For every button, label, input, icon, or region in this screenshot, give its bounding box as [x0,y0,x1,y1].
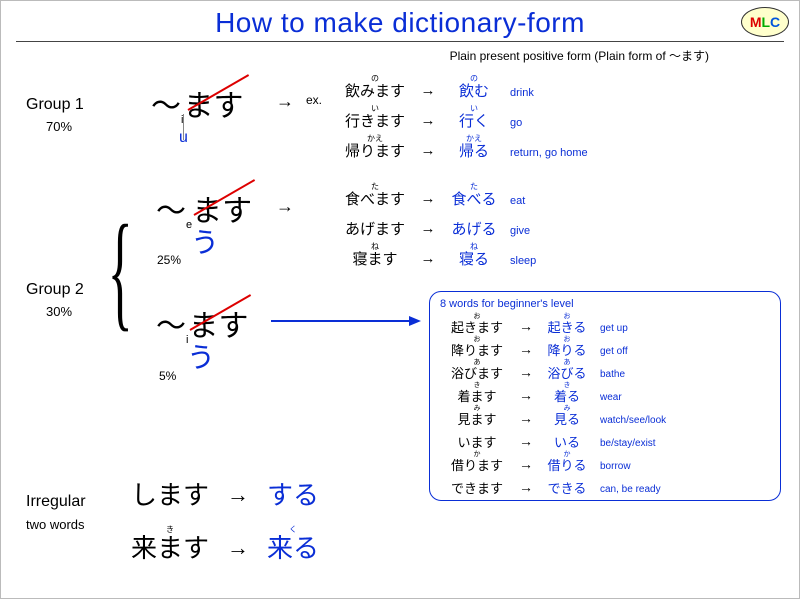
irregular-sublabel: two words [26,517,85,532]
arrow-icon: → [227,482,249,508]
subtitle: Plain present positive form (Plain form … [450,47,709,64]
arrow-icon: → [414,82,442,99]
example-row: き着ます→き着るwear [440,381,770,403]
example-row: あ浴びます→あ浴びるbathe [440,358,770,380]
ex-label: ex. [306,93,322,107]
box-title: 8 words for beginner's level [440,298,770,310]
group1-arrow: → [276,91,294,112]
logo-c: C [770,14,780,30]
logo-m: M [750,14,762,30]
group1-percent: 70% [46,119,72,134]
title-rule [16,41,784,42]
group2e-arrow: → [276,196,294,217]
irregular-row: き来ます → く来る [131,526,319,561]
example-row: かえ帰ります → かえ帰る return, go home [336,133,588,159]
group1-label: Group 1 [26,96,84,114]
beginner-box: 8 words for beginner's level お起きます→お起きるg… [429,291,781,501]
page: How to make dictionary-form Plain presen… [0,0,800,599]
group2e-suffix: う [191,221,219,261]
example-row: います→いるbe/stay/exist [440,427,770,449]
example-row: できます→できるcan, be ready [440,473,770,495]
example-row: あげます → あげる give [336,211,536,237]
group2i-percent: 5% [159,369,176,383]
example-row: い行きます → い行く go [336,103,588,129]
logo-l: L [761,14,770,30]
group2-label: Group 2 [26,281,84,299]
group2e-examples: た食べます → た食べる eat あげます → あげる give ね寝ます → … [336,181,536,271]
example-row: お降ります→お降りるget off [440,335,770,357]
example-row: お起きます→お起きるget up [440,312,770,334]
group2e-percent: 25% [157,253,181,267]
example-row: の飲みます → の飲む drink [336,73,588,99]
group1-suffix: u [179,129,188,147]
group2-percent: 30% [46,304,72,319]
long-arrow-icon [271,313,421,329]
group2i-suffix: う [187,336,215,376]
page-title: How to make dictionary-form [1,1,799,39]
group1-examples: の飲みます → の飲む drink い行きます → い行く go かえ帰ります … [336,73,588,163]
irregular-label: Irregular [26,493,86,511]
brace-icon: { [108,206,133,336]
mlc-logo: MLC [741,7,789,37]
example-row: か借ります→か借りるborrow [440,450,770,472]
example-row: み見ます→み見るwatch/see/look [440,404,770,426]
example-row: ね寝ます → ね寝る sleep [336,241,536,267]
irregular-row: します → する [131,481,319,508]
arrow-icon: → [227,535,249,561]
example-row: た食べます → た食べる eat [336,181,536,207]
